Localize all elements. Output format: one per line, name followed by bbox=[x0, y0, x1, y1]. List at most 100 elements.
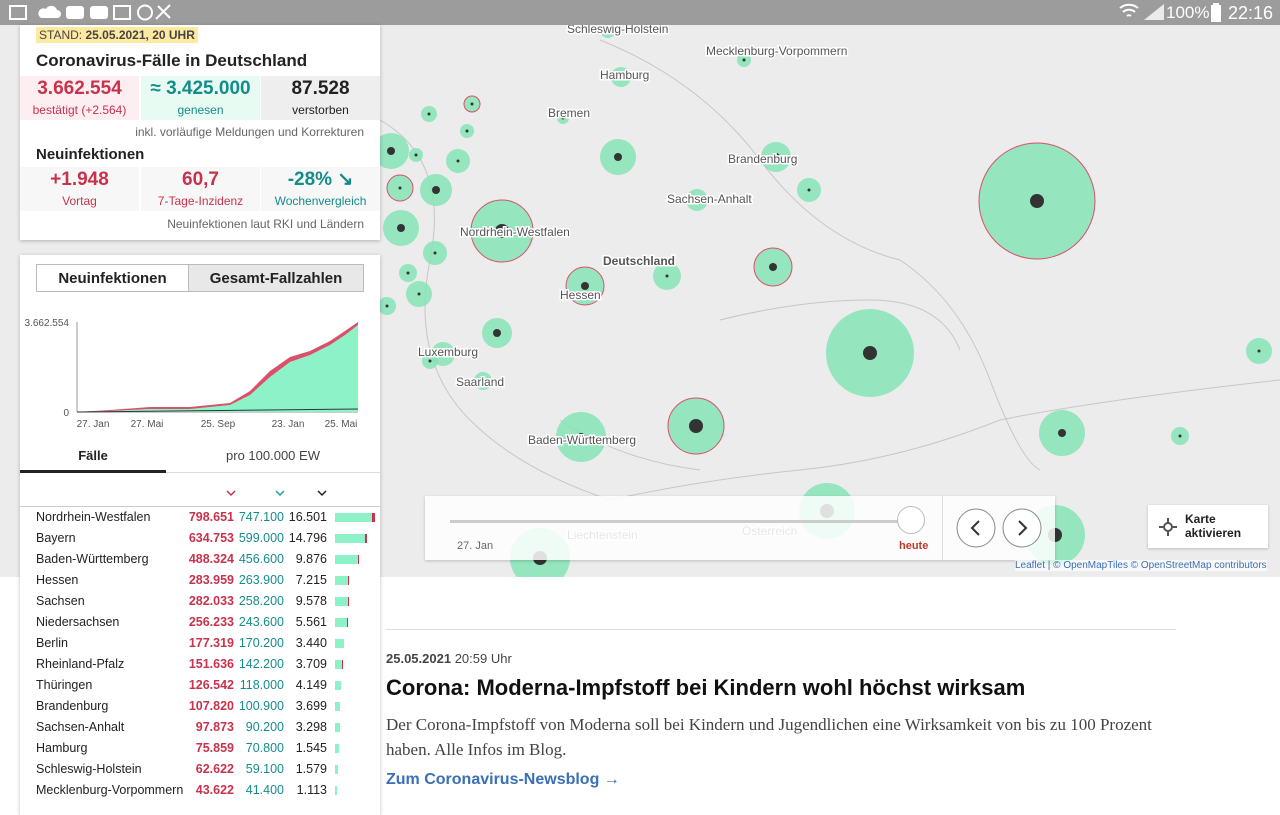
case-dot bbox=[1178, 434, 1182, 438]
confirmed: 126.542 bbox=[188, 678, 234, 692]
article-link[interactable]: Zum Coronavirus-Newsblog → bbox=[386, 771, 620, 788]
confirmed: 151.636 bbox=[188, 657, 234, 671]
deaths: 1.545 bbox=[295, 741, 327, 755]
bar-recovered bbox=[335, 723, 340, 732]
map-label: Saarland bbox=[456, 375, 504, 389]
case-dot bbox=[387, 147, 395, 155]
bar-recovered bbox=[335, 681, 341, 690]
separator bbox=[386, 629, 1176, 630]
prev-button[interactable] bbox=[956, 508, 996, 548]
stat-label: bestätigt (+2.564) bbox=[32, 103, 127, 117]
bar-recovered bbox=[335, 597, 348, 606]
state-name: Mecklenburg-Vorpommern bbox=[36, 783, 184, 797]
confirmed: 488.324 bbox=[188, 552, 234, 566]
tab[interactable]: Gesamt-Fallzahlen bbox=[188, 264, 364, 292]
map-label: Schleswig-Holstein bbox=[567, 25, 668, 36]
state-name: Niedersachsen bbox=[36, 615, 120, 629]
totals-note: inkl. vorläufige Meldungen und Korrektur… bbox=[135, 125, 364, 139]
activate-map-button[interactable]: Karte aktivieren bbox=[1148, 505, 1268, 548]
stat-value: 60,7 bbox=[182, 169, 219, 190]
clock: 22:16 bbox=[1228, 3, 1274, 23]
deaths: 1.579 bbox=[295, 762, 327, 776]
bar-recovered bbox=[335, 576, 349, 585]
move-icon bbox=[1159, 518, 1177, 536]
timeline-end: heute bbox=[899, 540, 929, 552]
map-label: Bremen bbox=[548, 106, 590, 120]
table-row: Sachsen 282.033 258.200 9.578 bbox=[20, 591, 380, 612]
case-dot bbox=[397, 224, 405, 232]
article-headline[interactable]: Corona: Moderna-Impfstoff bei Kindern wo… bbox=[386, 675, 1026, 700]
deaths: 14.796 bbox=[288, 531, 327, 545]
case-dot bbox=[689, 419, 703, 433]
state-name: Rheinland-Pfalz bbox=[36, 657, 125, 671]
confirmed: 256.233 bbox=[188, 615, 234, 629]
table-row: Nordrhein-Westfalen 798.651 747.100 16.501 bbox=[20, 507, 380, 528]
deaths: 3.699 bbox=[295, 699, 327, 713]
x-tick-label: 25. Sep bbox=[201, 419, 236, 430]
stand-value: 25.05.2021, 20 UHR bbox=[85, 28, 195, 42]
case-dot bbox=[441, 352, 445, 356]
tab[interactable]: Neuinfektionen bbox=[36, 264, 189, 292]
table-row: Bayern 634.753 599.000 14.796 bbox=[20, 528, 380, 549]
map-label: Brandenburg bbox=[728, 152, 797, 166]
stat-box: 60,7 7-Tage-Inzidenz bbox=[141, 167, 260, 211]
case-dot bbox=[1058, 429, 1066, 437]
table-row: Hamburg 75.859 70.800 1.545 bbox=[20, 738, 380, 759]
case-dot bbox=[1030, 194, 1044, 208]
article-time: 20:59 Uhr bbox=[454, 651, 512, 666]
table-row: Thüringen 126.542 118.000 4.149 bbox=[20, 675, 380, 696]
area-recovered bbox=[77, 325, 358, 412]
state-name: Berlin bbox=[36, 636, 68, 650]
stat-value: 87.528 bbox=[291, 78, 350, 99]
y-tick-label: 3.662.554 bbox=[25, 318, 70, 329]
case-dot bbox=[414, 153, 418, 157]
confirmed: 75.859 bbox=[195, 741, 234, 755]
state-name: Schleswig-Holstein bbox=[36, 762, 142, 776]
stat-value: 3.662.554 bbox=[37, 78, 122, 99]
timeline-knob[interactable] bbox=[897, 506, 925, 534]
bar-recovered bbox=[335, 786, 338, 795]
case-dot bbox=[465, 129, 469, 133]
recovered: 142.200 bbox=[238, 657, 284, 671]
map-label: Deutschland bbox=[603, 254, 675, 268]
case-dot bbox=[807, 188, 811, 192]
case-dot bbox=[398, 186, 402, 190]
state-name: Hamburg bbox=[36, 741, 88, 755]
stat-label: 7-Tage-Inzidenz bbox=[157, 194, 244, 208]
recovered: 456.600 bbox=[238, 552, 284, 566]
case-dot bbox=[495, 224, 509, 238]
stat-value: -28% ↘ bbox=[287, 169, 354, 190]
next-button[interactable] bbox=[1002, 508, 1042, 548]
confirmed: 107.820 bbox=[188, 699, 234, 713]
confirmed: 634.753 bbox=[188, 531, 234, 545]
case-dot bbox=[493, 329, 501, 337]
sort-icons bbox=[226, 490, 327, 497]
subtab[interactable]: pro 100.000 EW bbox=[166, 448, 380, 473]
map-label: Hessen bbox=[560, 288, 601, 302]
confirmed: 177.319 bbox=[188, 636, 234, 650]
bar-recovered bbox=[335, 702, 341, 711]
bar-recovered bbox=[335, 660, 343, 669]
activate-map-text: Karte aktivieren bbox=[1185, 512, 1242, 540]
bar-recovered bbox=[335, 555, 358, 564]
recovered: 90.200 bbox=[245, 720, 284, 734]
state-name: Hessen bbox=[36, 573, 79, 587]
recovered: 263.900 bbox=[238, 573, 284, 587]
state-name: Nordrhein-Westfalen bbox=[36, 510, 151, 524]
deaths: 9.876 bbox=[295, 552, 327, 566]
case-dot bbox=[428, 359, 432, 363]
attribution[interactable]: Leaflet | © OpenMapTiles © OpenStreetMap… bbox=[1015, 560, 1267, 571]
area-deaths bbox=[76, 408, 359, 413]
timeline-track bbox=[450, 520, 900, 523]
bar-recovered bbox=[335, 618, 348, 627]
state-name: Brandenburg bbox=[36, 699, 109, 713]
subtab[interactable]: Fälle bbox=[20, 448, 166, 473]
stat-label: Vortag bbox=[62, 194, 97, 208]
table-row: Baden-Württemberg 488.324 456.600 9.876 bbox=[20, 549, 380, 570]
confirmed: 798.651 bbox=[188, 510, 234, 524]
map-label: Sachsen-Anhalt bbox=[667, 192, 752, 206]
table-rule bbox=[20, 506, 380, 507]
case-dot bbox=[406, 271, 410, 275]
table-row: Brandenburg 107.820 100.900 3.699 bbox=[20, 696, 380, 717]
